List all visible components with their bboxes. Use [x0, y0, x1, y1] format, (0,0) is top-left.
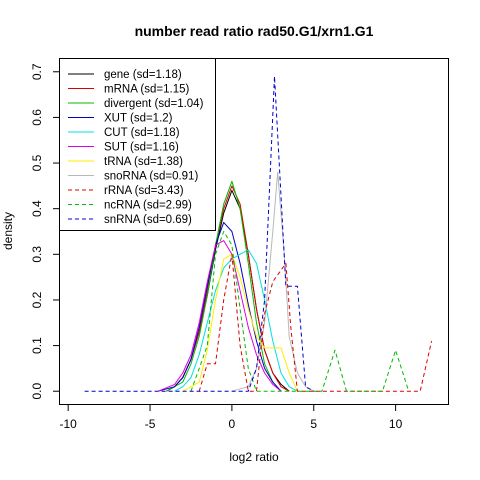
legend-box: [59, 58, 216, 231]
y-tick-label: 0.5: [30, 154, 44, 171]
series-line-4: [158, 221, 282, 392]
series-line-9: [198, 253, 433, 392]
y-tick-label: 0.1: [30, 337, 44, 354]
series-line-5: [174, 249, 298, 392]
y-axis-title: density: [1, 212, 15, 250]
series-line-7: [182, 253, 298, 392]
legend-label: SUT (sd=1.16): [104, 142, 179, 154]
y-tick-label: 0.2: [30, 291, 44, 308]
chart-title: number read ratio rad50.G1/xrn1.G1: [135, 23, 374, 39]
legend-label: rRNA (sd=3.43): [104, 185, 184, 197]
y-tick-label: 0.3: [30, 246, 44, 263]
legend-label: snoRNA (sd=0.91): [104, 171, 198, 183]
series-line-10: [190, 231, 410, 392]
y-tick-label: 0.7: [30, 63, 44, 80]
series-line-8: [231, 171, 315, 392]
legend-label: gene (sd=1.18): [104, 69, 182, 81]
x-tick-label: 10: [389, 417, 403, 431]
y-tick-label: 0.6: [30, 109, 44, 126]
x-tick-label: -10: [60, 417, 78, 431]
legend-label: mRNA (sd=1.15): [104, 84, 189, 96]
x-tick-label: 0: [229, 417, 236, 431]
legend-label: snRNA (sd=0.69): [104, 214, 192, 226]
series-line-3: [166, 180, 282, 392]
legend-label: tRNA (sd=1.38): [104, 156, 183, 168]
x-tick-label: -5: [145, 417, 156, 431]
legend: gene (sd=1.18) mRNA (sd=1.15) divergent (s…: [59, 58, 216, 231]
x-axis-title: log2 ratio: [229, 450, 279, 464]
legend-label: CUT (sd=1.18): [104, 127, 180, 139]
legend-label: divergent (sd=1.04): [104, 98, 204, 110]
x-tick-label: 5: [310, 417, 317, 431]
legend-items: gene (sd=1.18) mRNA (sd=1.15) divergent (s…: [68, 69, 204, 226]
y-tick-label: 0.4: [30, 200, 44, 217]
legend-label: XUT (sd=1.2): [104, 113, 173, 125]
series-line-6: [158, 240, 282, 392]
x-axis: -10 -5 0 5 10: [60, 404, 403, 431]
series-layer: [84, 75, 433, 392]
legend-label: ncRNA (sd=2.99): [104, 200, 192, 212]
y-tick-label: 0.0: [30, 383, 44, 400]
